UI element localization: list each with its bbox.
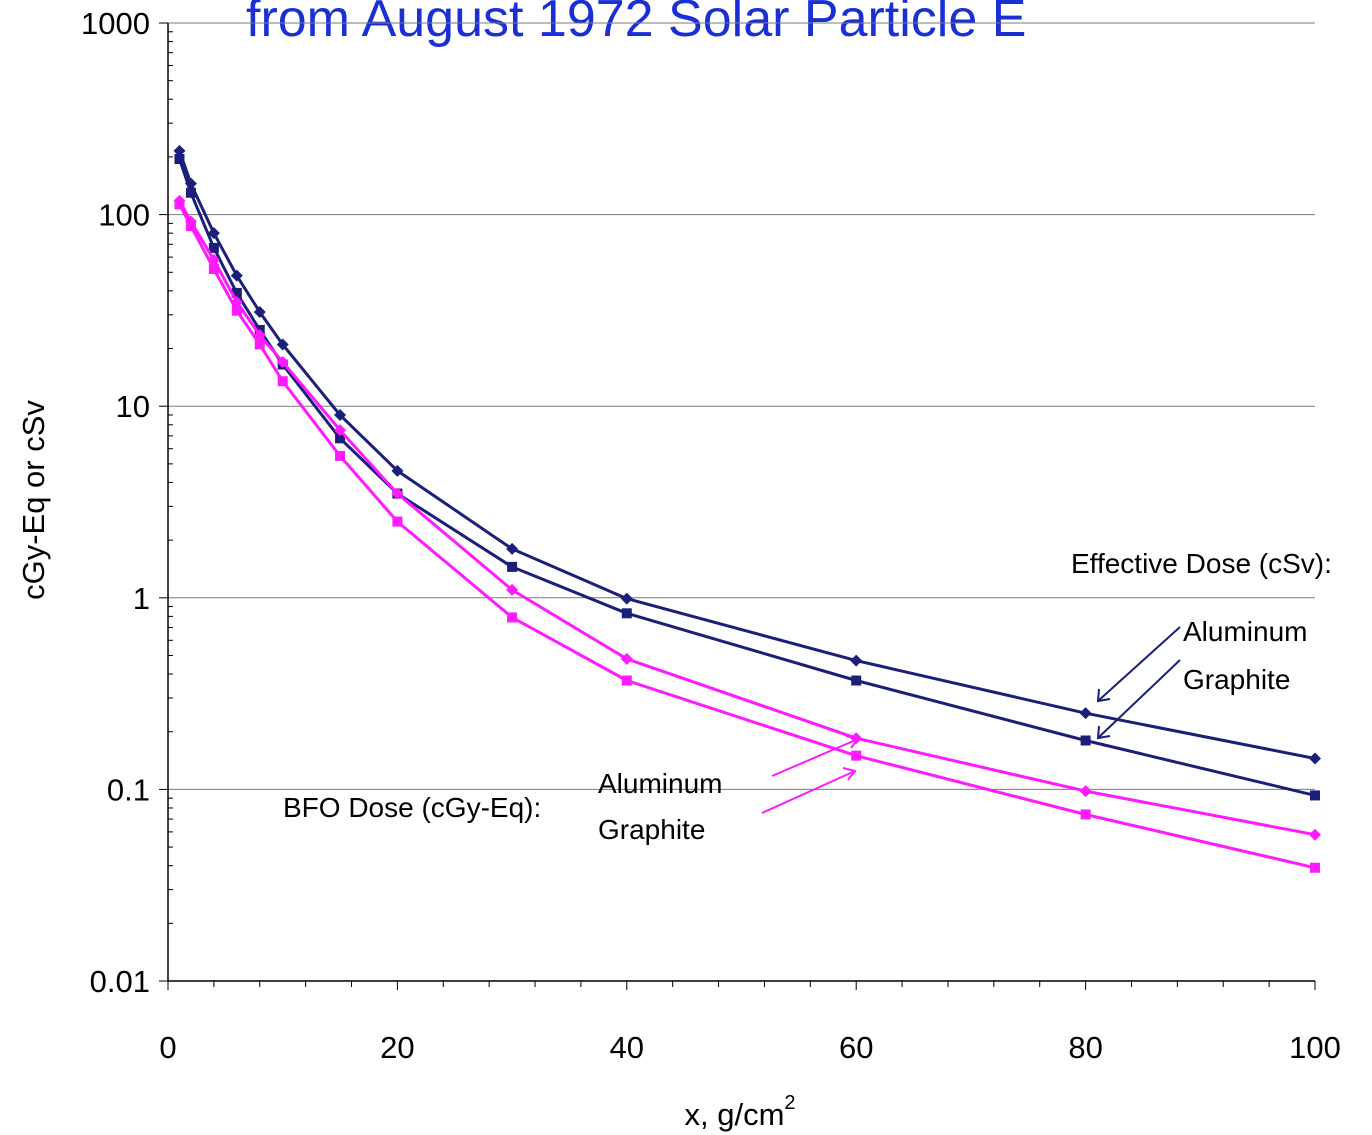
point-eff_al-4 [207, 227, 220, 240]
point-eff_al-8 [253, 306, 266, 319]
point-bfo_gr-30 [507, 612, 518, 623]
point-eff_gr-80 [1080, 735, 1091, 746]
point-bfo_al-30 [506, 583, 519, 596]
x-axis-label-main: x, g/cm [684, 1097, 784, 1132]
point-eff_al-80 [1079, 707, 1092, 720]
x-tick-label-80: 80 [1068, 1030, 1102, 1065]
y-tick-label-10: 10 [116, 389, 150, 424]
point-eff_gr-60 [851, 675, 862, 686]
x-tick-label-60: 60 [839, 1030, 873, 1065]
x-axis-label-superscript: 2 [784, 1092, 795, 1114]
point-bfo_gr-80 [1080, 809, 1091, 820]
annotation-bfo-header: BFO Dose (cGy-Eq): [283, 792, 541, 823]
point-eff_al-15 [334, 408, 347, 421]
x-tick-labels: 0 20 40 60 80 100 [159, 1030, 1340, 1065]
chart-title: from August 1972 Solar Particle E [246, 0, 1026, 48]
point-eff_al-100 [1309, 752, 1321, 765]
point-bfo_al-40 [620, 652, 633, 665]
arrowhead-effective-aluminum [1096, 688, 1111, 703]
series-bfo_gr [174, 199, 1320, 873]
x-tick-label-0: 0 [159, 1030, 176, 1065]
y-tick-label-0.1: 0.1 [107, 772, 150, 807]
point-bfo_gr-40 [621, 675, 632, 686]
point-bfo_gr-6 [231, 305, 242, 316]
point-bfo_gr-1 [174, 199, 185, 210]
point-eff_al-20 [391, 464, 404, 477]
x-tick-label-100: 100 [1289, 1030, 1341, 1065]
series-line-bfo_gr [178, 203, 1316, 870]
y-tick-label-100: 100 [98, 198, 150, 233]
y-tick-label-1000: 1000 [81, 6, 150, 41]
series-eff_al [173, 144, 1321, 765]
y-tick-label-0.01: 0.01 [90, 964, 150, 999]
series-line-eff_al [178, 150, 1316, 760]
arrowhead-effective-graphite [1096, 725, 1111, 740]
point-eff_gr-6 [231, 287, 242, 298]
annotation-bfo-graphite: Graphite [598, 814, 705, 845]
point-eff_al-1 [173, 144, 186, 157]
point-bfo_al-15 [334, 424, 347, 437]
point-eff_al-60 [850, 654, 863, 667]
point-bfo_al-100 [1309, 828, 1321, 841]
series-line-bfo_al [178, 200, 1316, 837]
point-eff_gr-2 [185, 187, 196, 198]
point-eff_gr-4 [208, 242, 219, 253]
point-eff_al-6 [230, 269, 243, 282]
point-bfo_gr-2 [185, 221, 196, 232]
arrow-bfo-graphite [761, 770, 856, 814]
point-bfo_gr-60 [851, 750, 862, 761]
x-axis-label: x, g/cm2 [684, 1092, 795, 1132]
x-tick-label-20: 20 [380, 1030, 414, 1065]
point-bfo_gr-10 [277, 376, 288, 387]
arrow-effective-aluminum [1097, 626, 1181, 702]
x-tick-label-40: 40 [610, 1030, 644, 1065]
arrow-effective-graphite [1097, 659, 1181, 739]
arrowhead-bfo-graphite [842, 767, 857, 781]
point-bfo_al-20 [391, 487, 404, 500]
annotation-effective-graphite: Graphite [1183, 664, 1290, 695]
point-bfo_gr-8 [254, 339, 265, 350]
point-eff_gr-30 [507, 561, 518, 572]
arrow-bfo-aluminum [771, 738, 859, 777]
axes [159, 22, 1316, 990]
annotation-bfo-aluminum: Aluminum [598, 768, 722, 799]
point-eff_al-30 [506, 542, 519, 555]
point-bfo_gr-20 [392, 516, 403, 527]
annotations: Effective Dose (cSv): Aluminum Graphite … [283, 548, 1332, 845]
point-eff_al-40 [620, 592, 633, 605]
series-bfo_al [173, 194, 1321, 841]
series-group [173, 144, 1321, 873]
series-eff_gr [174, 154, 1320, 801]
point-eff_gr-100 [1310, 790, 1320, 801]
point-eff_gr-15 [335, 433, 346, 444]
point-bfo_gr-4 [208, 264, 219, 275]
y-tick-label-1: 1 [133, 581, 150, 616]
point-bfo_gr-100 [1310, 862, 1320, 873]
y-axis-label: cGy-Eq or cSv [16, 400, 51, 600]
annotation-effective-aluminum: Aluminum [1183, 616, 1307, 647]
point-eff_gr-40 [621, 608, 632, 619]
point-bfo_al-80 [1079, 785, 1092, 798]
y-tick-labels: 1000 100 10 1 0.1 0.01 [81, 6, 150, 999]
point-bfo_al-10 [276, 356, 289, 369]
annotation-effective-header: Effective Dose (cSv): [1071, 548, 1332, 579]
grid-lines [168, 22, 1315, 790]
point-eff_gr-1 [174, 154, 185, 165]
point-eff_al-10 [276, 338, 289, 351]
point-bfo_gr-15 [335, 450, 346, 461]
arrowhead-bfo-aluminum [845, 735, 860, 749]
